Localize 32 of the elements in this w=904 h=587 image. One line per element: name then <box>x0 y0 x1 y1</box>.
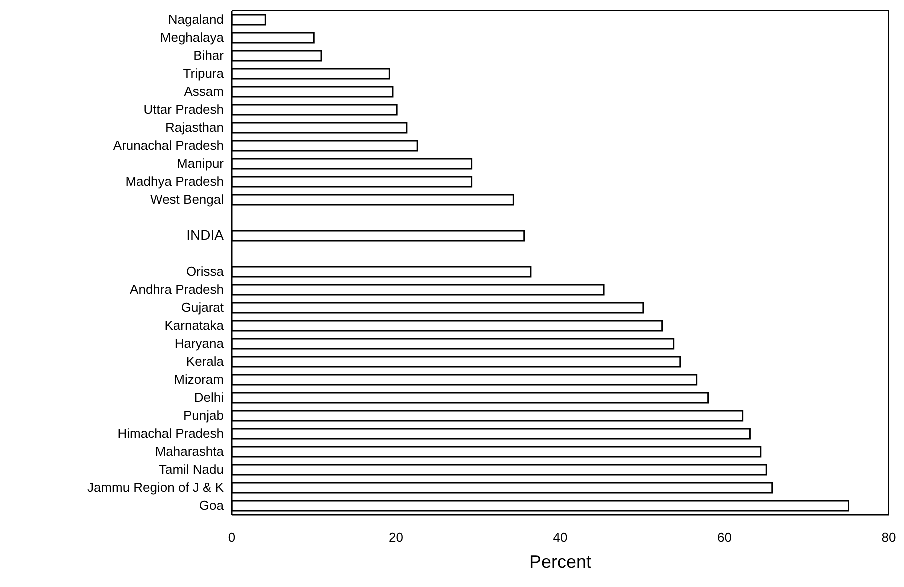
y-tick-label: Karnataka <box>164 318 225 333</box>
y-tick-label: Kerala <box>186 354 225 369</box>
y-tick-label: Meghalaya <box>160 30 225 45</box>
x-tick-label: 40 <box>553 530 568 546</box>
y-tick-label: Bihar <box>194 48 225 63</box>
y-tick-label: Gujarat <box>181 300 224 315</box>
y-tick-label: Tripura <box>183 66 225 81</box>
y-tick-label: Manipur <box>177 156 225 171</box>
x-tick-label: 0 <box>228 530 236 546</box>
x-tick-label: 20 <box>389 530 404 546</box>
y-tick-label: Tamil Nadu <box>158 462 224 477</box>
y-tick-label: West Bengal <box>150 192 224 207</box>
y-tick-label: INDIA <box>186 227 225 243</box>
y-tick-label: Maharashta <box>155 444 225 459</box>
y-tick-label: Jammu Region of J & K <box>87 480 224 495</box>
y-tick-label: Haryana <box>174 336 225 351</box>
y-tick-label: Delhi <box>194 390 224 405</box>
y-tick-label: Orissa <box>186 264 225 279</box>
y-tick-label: Arunachal Pradesh <box>113 138 224 153</box>
y-tick-label: Madhya Pradesh <box>126 174 224 189</box>
y-tick-label: Assam <box>184 84 224 99</box>
x-tick-label: 80 <box>882 530 896 546</box>
y-tick-label: Nagaland <box>168 12 224 27</box>
y-tick-label: Uttar Pradesh <box>144 102 224 117</box>
y-tick-label: Punjab <box>184 408 224 423</box>
y-tick-label: Rajasthan <box>165 120 224 135</box>
y-tick-label: Goa <box>199 498 225 513</box>
y-tick-label: Himachal Pradesh <box>118 426 224 441</box>
y-tick-label: Andhra Pradesh <box>130 282 224 297</box>
x-axis-title: Percent <box>529 552 592 572</box>
x-tick-label: 60 <box>718 530 732 546</box>
y-tick-label: Mizoram <box>174 372 224 387</box>
